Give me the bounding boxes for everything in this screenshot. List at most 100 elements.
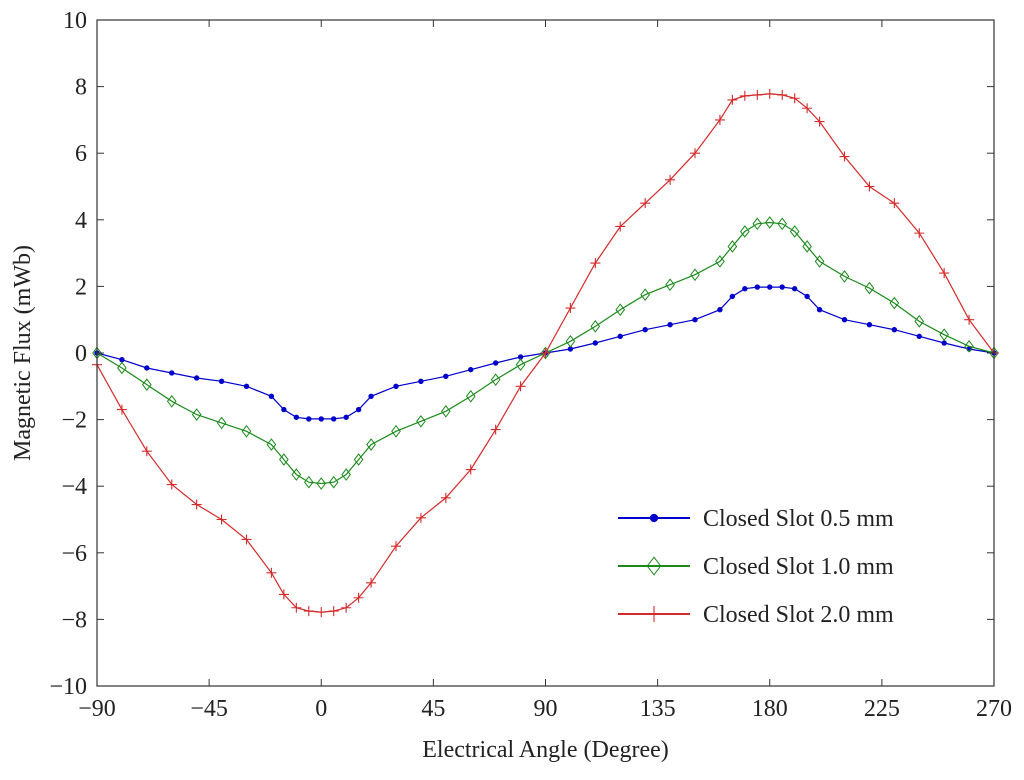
data-point	[515, 358, 526, 371]
data-point	[243, 383, 250, 389]
data-point	[341, 468, 351, 481]
data-point	[777, 89, 788, 100]
data-point	[515, 381, 526, 392]
data-point	[791, 286, 798, 292]
data-point	[754, 284, 760, 290]
data-point	[216, 514, 227, 525]
data-point	[717, 307, 723, 313]
data-point	[814, 116, 825, 127]
data-point	[415, 512, 426, 523]
data-point	[218, 378, 225, 385]
data-point	[764, 216, 775, 229]
data-point	[889, 296, 900, 310]
data-point	[116, 404, 127, 415]
data-point	[642, 326, 648, 333]
data-point	[814, 255, 825, 268]
y-tick-label: 6	[75, 141, 87, 167]
y-tick-label: 10	[63, 8, 87, 34]
data-point	[839, 270, 850, 283]
y-axis-title: Magnetic Flux (mWb)	[10, 245, 36, 461]
x-tick-label: −45	[190, 696, 228, 722]
data-point	[266, 567, 277, 578]
legend-label: Closed Slot 1.0 mm	[703, 554, 894, 580]
data-point	[839, 151, 850, 162]
data-point	[665, 278, 675, 292]
data-point	[440, 492, 451, 503]
data-point	[964, 340, 974, 353]
x-tick-label: −90	[78, 696, 116, 722]
data-point	[416, 414, 426, 428]
data-point	[391, 424, 401, 438]
x-tick-label: 135	[640, 696, 676, 722]
data-point	[866, 321, 873, 328]
data-point	[742, 286, 748, 292]
data-point	[316, 477, 327, 490]
data-point	[864, 281, 875, 295]
data-point	[293, 414, 300, 420]
data-point	[443, 373, 449, 380]
legend-marker	[646, 606, 662, 622]
data-point	[353, 453, 364, 466]
data-point	[368, 393, 374, 399]
y-tick-label: 0	[75, 341, 87, 367]
data-point	[916, 333, 922, 340]
data-point	[667, 321, 673, 328]
data-point	[328, 606, 339, 617]
data-point	[864, 181, 875, 192]
legend-label: Closed Slot 2.0 mm	[703, 602, 894, 628]
data-point	[393, 383, 399, 389]
series-3	[92, 88, 999, 618]
y-tick-label: 4	[75, 208, 87, 234]
data-point	[191, 499, 202, 510]
data-point	[141, 446, 152, 457]
data-point	[441, 404, 451, 418]
data-point	[590, 320, 601, 333]
x-tick-label: 270	[976, 696, 1012, 722]
data-point	[565, 335, 576, 348]
data-point	[590, 258, 601, 269]
data-point	[914, 315, 925, 328]
data-point	[939, 328, 949, 342]
legend: Closed Slot 0.5 mm Closed Slot 1.0 mm Clos…	[618, 506, 894, 628]
x-axis-title: Electrical Angle (Degree)	[422, 737, 669, 763]
data-point	[166, 479, 177, 490]
data-point	[144, 365, 150, 371]
data-point	[303, 606, 314, 617]
data-point	[592, 340, 599, 346]
data-point	[418, 378, 424, 385]
data-point	[291, 468, 302, 481]
data-point	[166, 394, 177, 408]
data-point	[490, 373, 501, 386]
data-point	[804, 293, 810, 300]
data-point	[802, 103, 813, 114]
data-point	[366, 577, 377, 588]
data-point	[816, 307, 823, 313]
x-tick-label: 45	[421, 696, 445, 722]
data-point	[216, 416, 227, 430]
data-point	[191, 408, 202, 421]
data-point	[789, 93, 800, 104]
data-point	[366, 438, 376, 451]
data-point	[727, 94, 738, 105]
data-point	[665, 174, 676, 185]
legend-entry: Closed Slot 1.0 mm	[618, 554, 894, 580]
data-point	[941, 340, 947, 346]
data-point	[615, 303, 626, 317]
data-point	[490, 424, 501, 435]
data-point	[615, 221, 626, 232]
data-point	[540, 346, 551, 360]
data-point	[841, 317, 848, 323]
data-point	[777, 217, 788, 231]
y-tick-label: 2	[75, 274, 87, 300]
axes-layer: −90 −45 0 45 90 135 180 225 270 −10 −8 −6 −4 −2 0 2 4 6 8 1…	[49, 8, 1012, 722]
data-point	[193, 375, 200, 381]
data-point	[278, 589, 289, 600]
data-point	[729, 293, 736, 300]
data-point	[779, 284, 785, 290]
x-tick-label: 225	[864, 696, 900, 722]
data-point	[355, 406, 362, 413]
data-point	[767, 284, 773, 290]
data-point	[492, 360, 499, 366]
data-point	[802, 240, 812, 253]
